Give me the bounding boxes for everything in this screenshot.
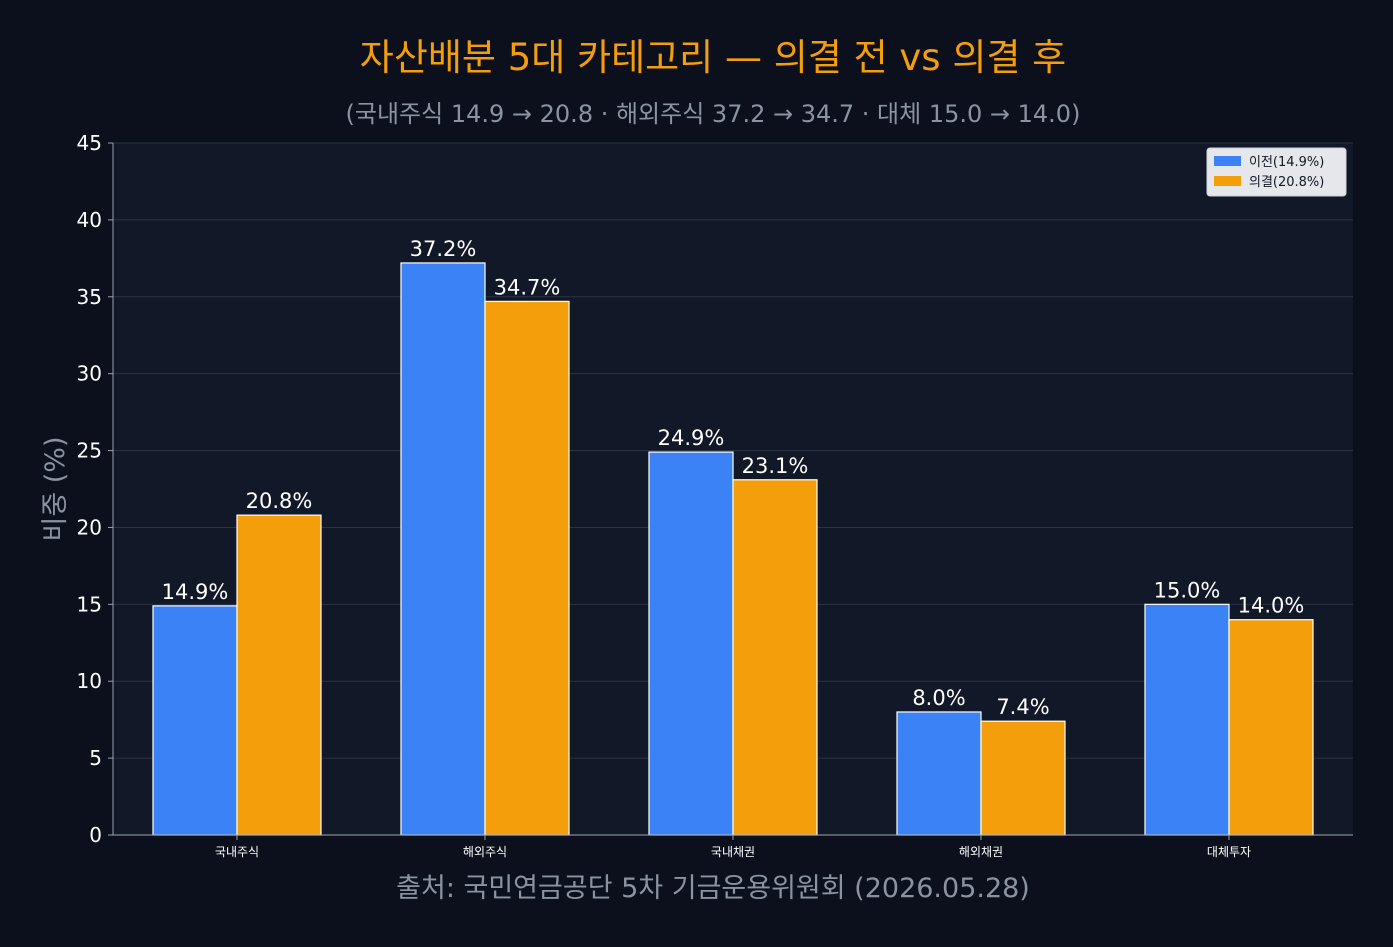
x-tick-label: 대체투자 — [1207, 845, 1251, 859]
bar-value-label: 7.4% — [996, 695, 1049, 719]
x-tick-label: 국내채권 — [711, 845, 755, 859]
y-tick-label: 45 — [77, 131, 102, 155]
y-tick-label: 40 — [77, 208, 102, 232]
legend-label: 의결(20.8%) — [1249, 175, 1324, 190]
x-tick-labels: 국내주식 해외주식 국내채권 해외채권 대체투자 — [215, 835, 1251, 859]
value-labels: 14.9% 20.8% 37.2% 34.7% 24.9% 23.1% 8.0% 7.4% 15… — [162, 237, 1305, 719]
bar-after-1 — [484, 300, 570, 836]
legend-label: 이전(14.9%) — [1249, 155, 1324, 170]
bar-before-4 — [1144, 603, 1230, 836]
bar-value-label: 14.0% — [1238, 594, 1305, 618]
bar-value-label: 37.2% — [410, 237, 477, 261]
legend-swatch — [1214, 156, 1241, 166]
bar-value-label: 24.9% — [658, 426, 725, 450]
x-tick-label: 해외채권 — [959, 845, 1003, 859]
x-tick-label: 국내주식 — [215, 845, 259, 859]
bar-value-label: 14.9% — [162, 580, 229, 604]
x-axis-label: 출처: 국민연금공단 5차 기금운용위원회 (2026.05.28) — [396, 873, 1030, 904]
bar-value-label: 20.8% — [246, 489, 313, 513]
y-tick-label: 10 — [77, 669, 102, 693]
legend-swatch — [1214, 176, 1241, 186]
bar-after-3 — [980, 720, 1066, 836]
x-tick-label: 해외주식 — [463, 845, 507, 859]
bar-after-4 — [1228, 619, 1314, 836]
chart-title: 자산배분 5대 카테고리 — 의결 전 vs 의결 후 — [360, 36, 1066, 79]
y-tick-label: 0 — [89, 823, 102, 847]
bar-before-3 — [896, 711, 982, 836]
bar-value-label: 23.1% — [742, 454, 809, 478]
y-axis-label: 비중 (%) — [40, 437, 71, 542]
legend: 이전(14.9%) 의결(20.8%) — [1206, 147, 1347, 197]
legend-box — [1206, 147, 1347, 197]
bar-value-label: 8.0% — [912, 686, 965, 710]
chart-subtitle: (국내주식 14.9 → 20.8 · 해외주식 37.2 → 34.7 · 대… — [346, 100, 1081, 128]
bar-value-label: 15.0% — [1154, 578, 1221, 602]
y-tick-label: 5 — [89, 746, 102, 770]
y-tick-label: 20 — [77, 515, 102, 539]
bar-before-1 — [400, 262, 486, 836]
bar-before-2 — [648, 451, 734, 836]
y-tick-label: 15 — [77, 592, 102, 616]
bar-before-0 — [152, 605, 238, 836]
bar-after-0 — [236, 514, 322, 836]
bar-after-2 — [732, 479, 818, 836]
y-tick-label: 30 — [77, 362, 102, 386]
y-tick-label: 25 — [77, 439, 102, 463]
bar-value-label: 34.7% — [494, 275, 561, 299]
bars — [152, 262, 1314, 836]
y-tick-labels: 0 5 10 15 20 25 30 35 40 45 — [77, 131, 113, 847]
y-tick-label: 35 — [77, 285, 102, 309]
